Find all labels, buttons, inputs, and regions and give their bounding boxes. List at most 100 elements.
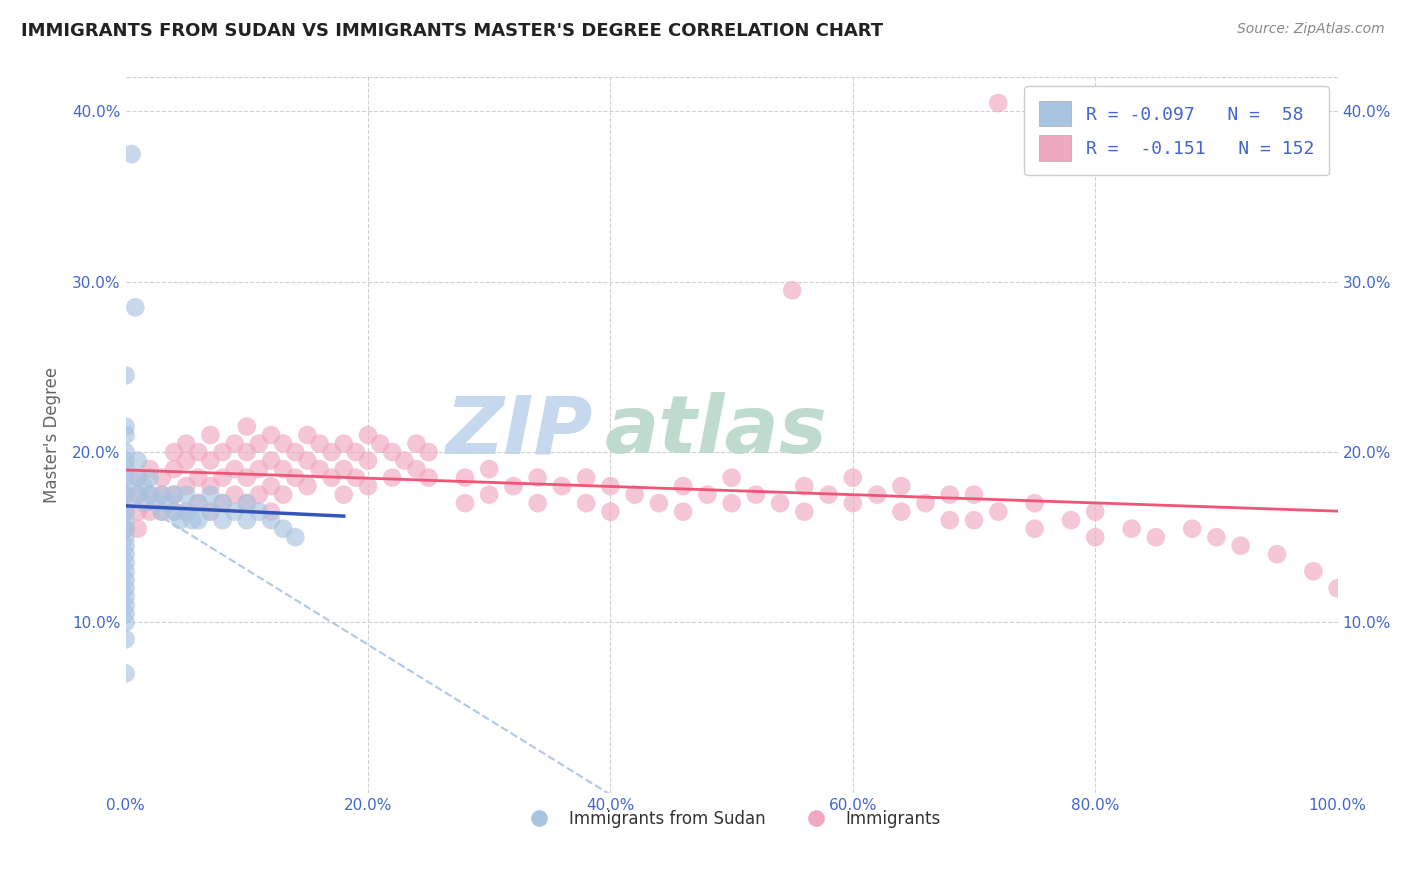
Point: [271, 488, 294, 502]
Text: IMMIGRANTS FROM SUDAN VS IMMIGRANTS MASTER'S DEGREE CORRELATION CHART: IMMIGRANTS FROM SUDAN VS IMMIGRANTS MAST…: [21, 22, 883, 40]
Legend: Immigrants from Sudan, Immigrants: Immigrants from Sudan, Immigrants: [516, 803, 948, 834]
Point: [332, 462, 354, 476]
Point: [174, 479, 197, 493]
Point: [156, 496, 179, 510]
Point: [769, 496, 792, 510]
Point: [987, 95, 1010, 110]
Point: [127, 470, 149, 484]
Point: [344, 470, 367, 484]
Point: [260, 428, 283, 442]
Point: [308, 462, 330, 476]
Point: [187, 445, 209, 459]
Point: [174, 505, 197, 519]
Point: [1121, 522, 1143, 536]
Point: [163, 505, 186, 519]
Point: [284, 470, 307, 484]
Point: [127, 470, 149, 484]
Point: [648, 496, 671, 510]
Point: [842, 470, 865, 484]
Point: [236, 470, 259, 484]
Point: [236, 513, 259, 527]
Point: [114, 368, 136, 383]
Point: [780, 283, 803, 297]
Point: [478, 462, 501, 476]
Point: [1084, 505, 1107, 519]
Point: [211, 513, 233, 527]
Point: [163, 462, 186, 476]
Point: [200, 428, 222, 442]
Point: [1060, 513, 1083, 527]
Point: [405, 462, 427, 476]
Point: [963, 488, 986, 502]
Point: [174, 505, 197, 519]
Point: [1302, 564, 1324, 578]
Point: [150, 488, 173, 502]
Point: [139, 488, 162, 502]
Point: [150, 505, 173, 519]
Point: [114, 573, 136, 587]
Point: [139, 488, 162, 502]
Point: [163, 488, 186, 502]
Point: [623, 488, 645, 502]
Point: [169, 513, 191, 527]
Point: [297, 479, 319, 493]
Point: [139, 470, 162, 484]
Point: [575, 470, 598, 484]
Point: [114, 599, 136, 613]
Point: [478, 488, 501, 502]
Point: [114, 522, 136, 536]
Point: [842, 496, 865, 510]
Point: [114, 488, 136, 502]
Point: [271, 436, 294, 450]
Point: [745, 488, 768, 502]
Point: [963, 513, 986, 527]
Point: [127, 505, 149, 519]
Point: [187, 513, 209, 527]
Point: [174, 488, 197, 502]
Point: [127, 522, 149, 536]
Point: [1265, 547, 1288, 561]
Point: [187, 470, 209, 484]
Point: [114, 505, 136, 519]
Point: [236, 496, 259, 510]
Text: ZIP: ZIP: [444, 392, 592, 470]
Point: [720, 470, 742, 484]
Point: [114, 462, 136, 476]
Point: [181, 513, 204, 527]
Point: [200, 479, 222, 493]
Point: [114, 453, 136, 467]
Point: [247, 505, 270, 519]
Point: [163, 445, 186, 459]
Point: [939, 513, 962, 527]
Point: [139, 505, 162, 519]
Point: [297, 428, 319, 442]
Point: [236, 445, 259, 459]
Point: [114, 607, 136, 621]
Point: [357, 428, 380, 442]
Point: [114, 479, 136, 493]
Point: [526, 470, 548, 484]
Point: [163, 488, 186, 502]
Point: [114, 445, 136, 459]
Point: [127, 488, 149, 502]
Point: [150, 470, 173, 484]
Point: [200, 505, 222, 519]
Point: [132, 496, 155, 510]
Point: [236, 496, 259, 510]
Point: [127, 453, 149, 467]
Point: [211, 496, 233, 510]
Point: [454, 496, 477, 510]
Point: [1084, 530, 1107, 544]
Text: atlas: atlas: [605, 392, 827, 470]
Point: [127, 488, 149, 502]
Point: [817, 488, 839, 502]
Point: [866, 488, 889, 502]
Point: [381, 445, 404, 459]
Point: [224, 462, 246, 476]
Point: [575, 496, 598, 510]
Point: [114, 556, 136, 570]
Point: [284, 445, 307, 459]
Point: [174, 453, 197, 467]
Point: [200, 453, 222, 467]
Point: [145, 496, 167, 510]
